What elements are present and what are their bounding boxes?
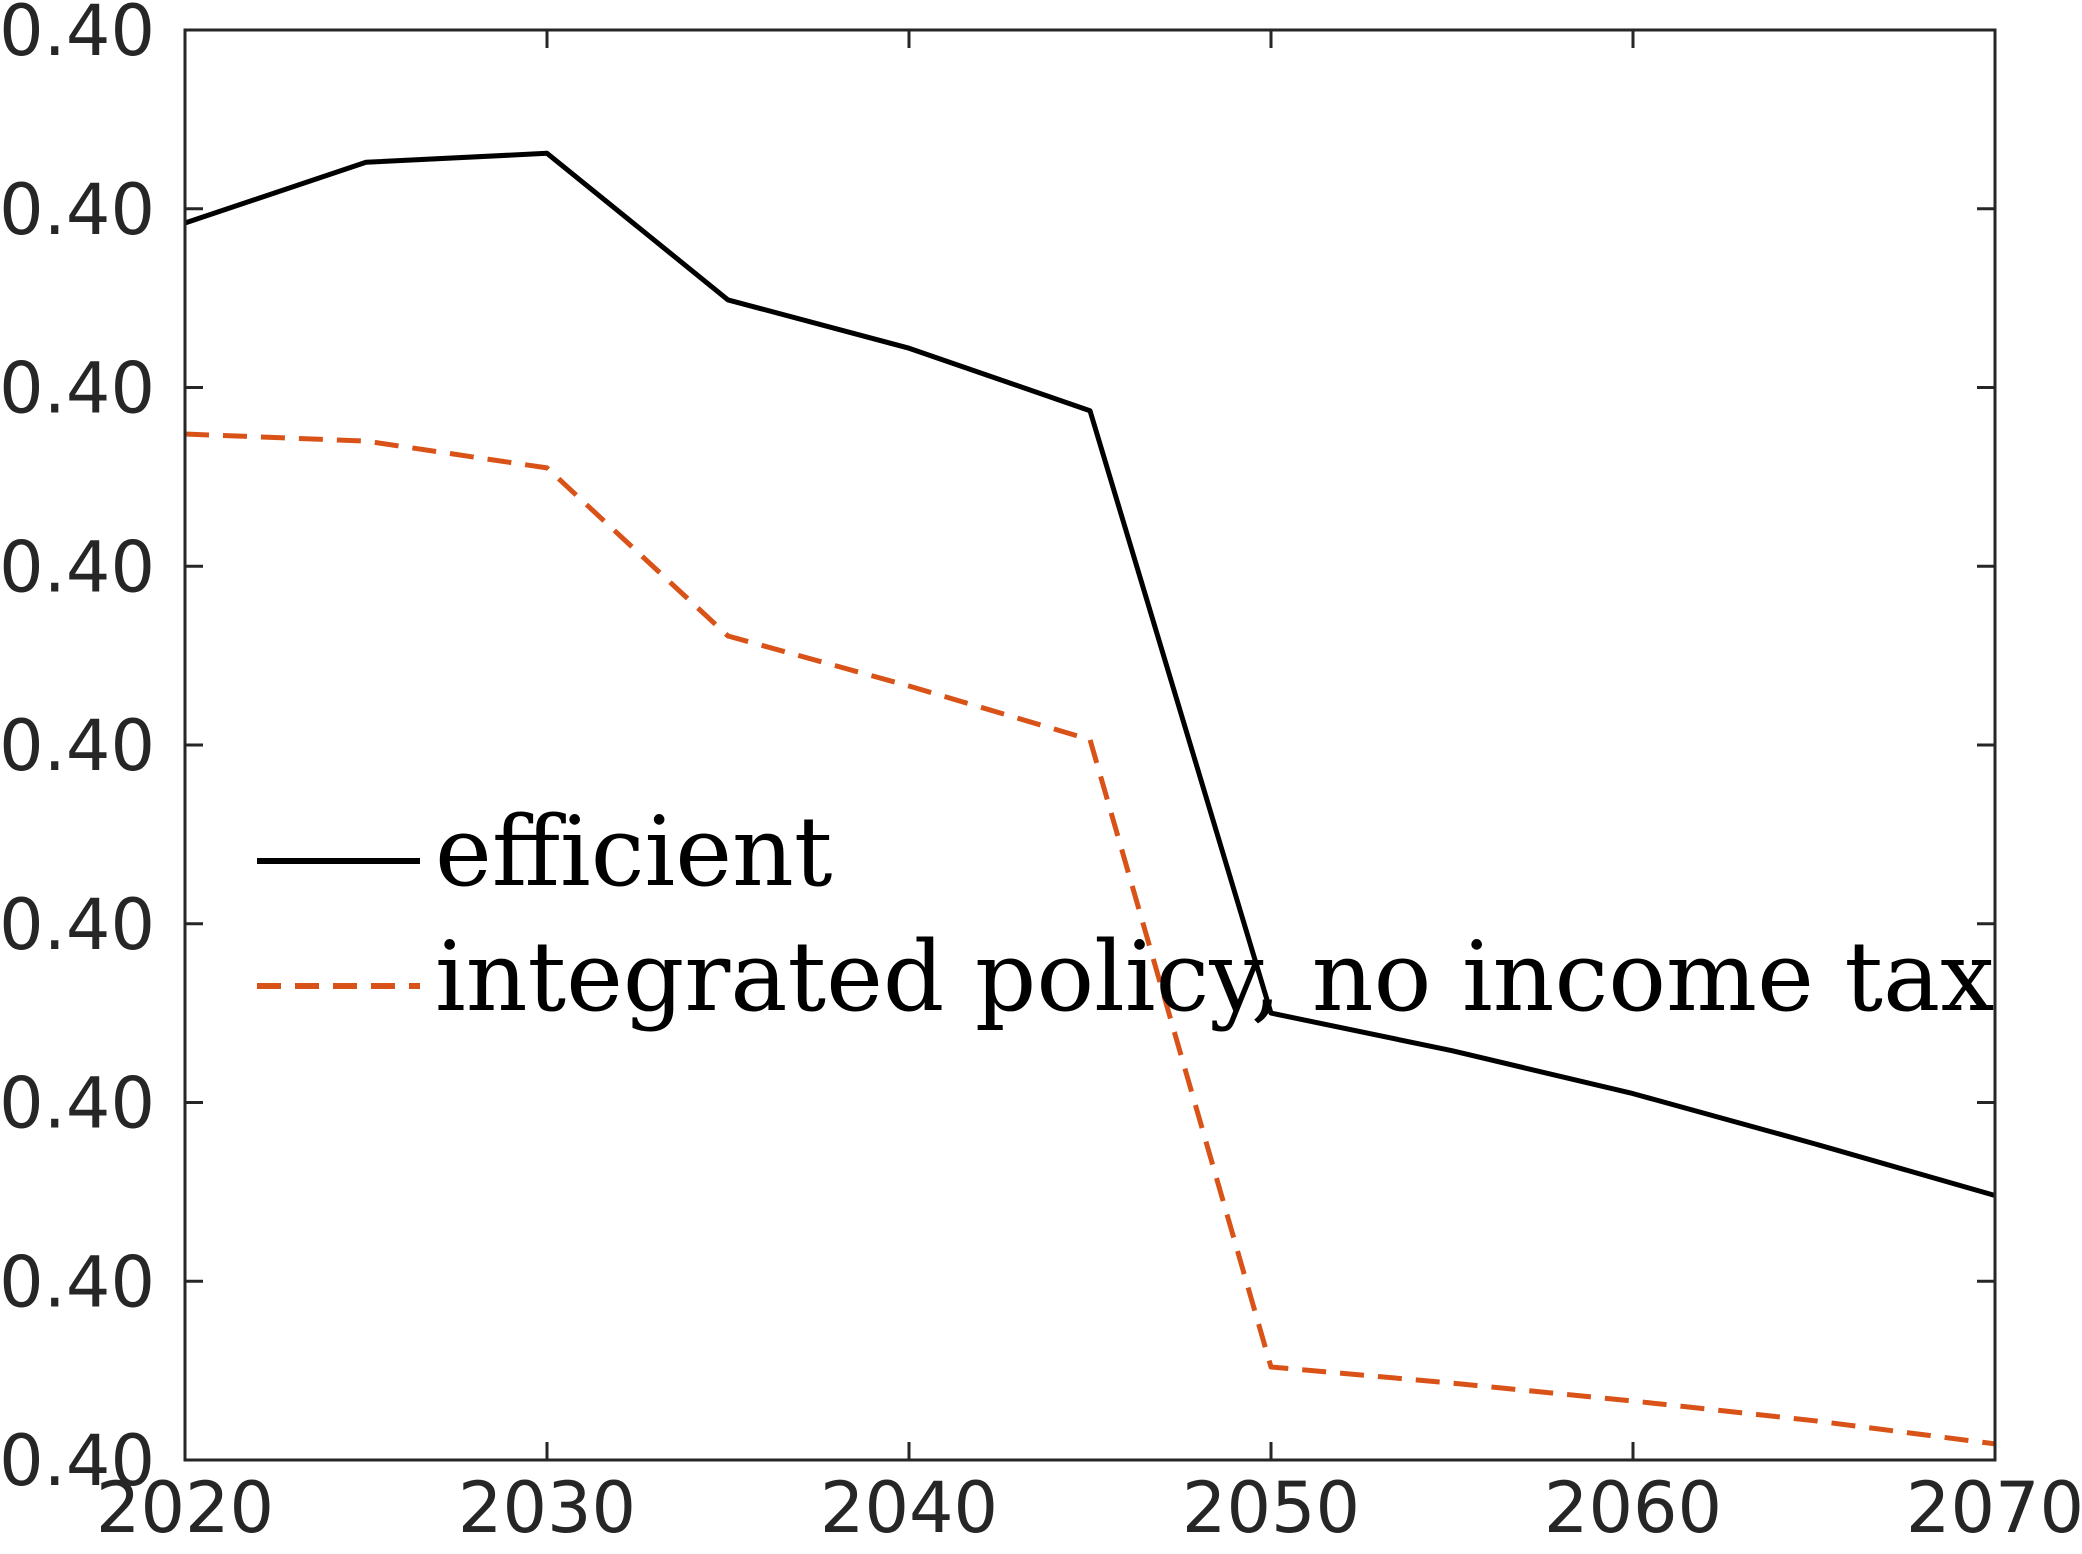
x-tick-label: 2050: [1182, 1467, 1360, 1549]
data-series: [184, 150, 1996, 1447]
y-tick-label: 0.40: [0, 884, 155, 966]
x-tick-label: 2070: [1906, 1467, 2082, 1549]
x-tick-label: 2020: [96, 1467, 274, 1549]
y-tick-label: 0.40: [0, 526, 155, 608]
series-line-integrated-policy: [184, 431, 1996, 1447]
legend-label-integrated-policy: integrated policy, no income tax: [435, 921, 1994, 1033]
legend: efficient integrated policy, no income t…: [257, 796, 1994, 1033]
y-tick-label: 0.40: [0, 1063, 155, 1145]
x-tick-label: 2030: [458, 1467, 636, 1549]
y-tick-label: 0.40: [0, 1241, 155, 1323]
y-tick-label: 0.40: [0, 0, 155, 72]
y-tick-label: 0.40: [0, 1420, 155, 1502]
y-tick-label: 0.40: [0, 348, 155, 430]
y-tick-label: 0.40: [0, 169, 155, 251]
x-tick-label: 2040: [820, 1467, 998, 1549]
x-tick-label: 2060: [1544, 1467, 1722, 1549]
axes-box: [183, 28, 1997, 1462]
y-tick-label: 0.40: [0, 705, 155, 787]
legend-label-efficient: efficient: [435, 796, 832, 908]
series-line-efficient: [184, 150, 1996, 1198]
